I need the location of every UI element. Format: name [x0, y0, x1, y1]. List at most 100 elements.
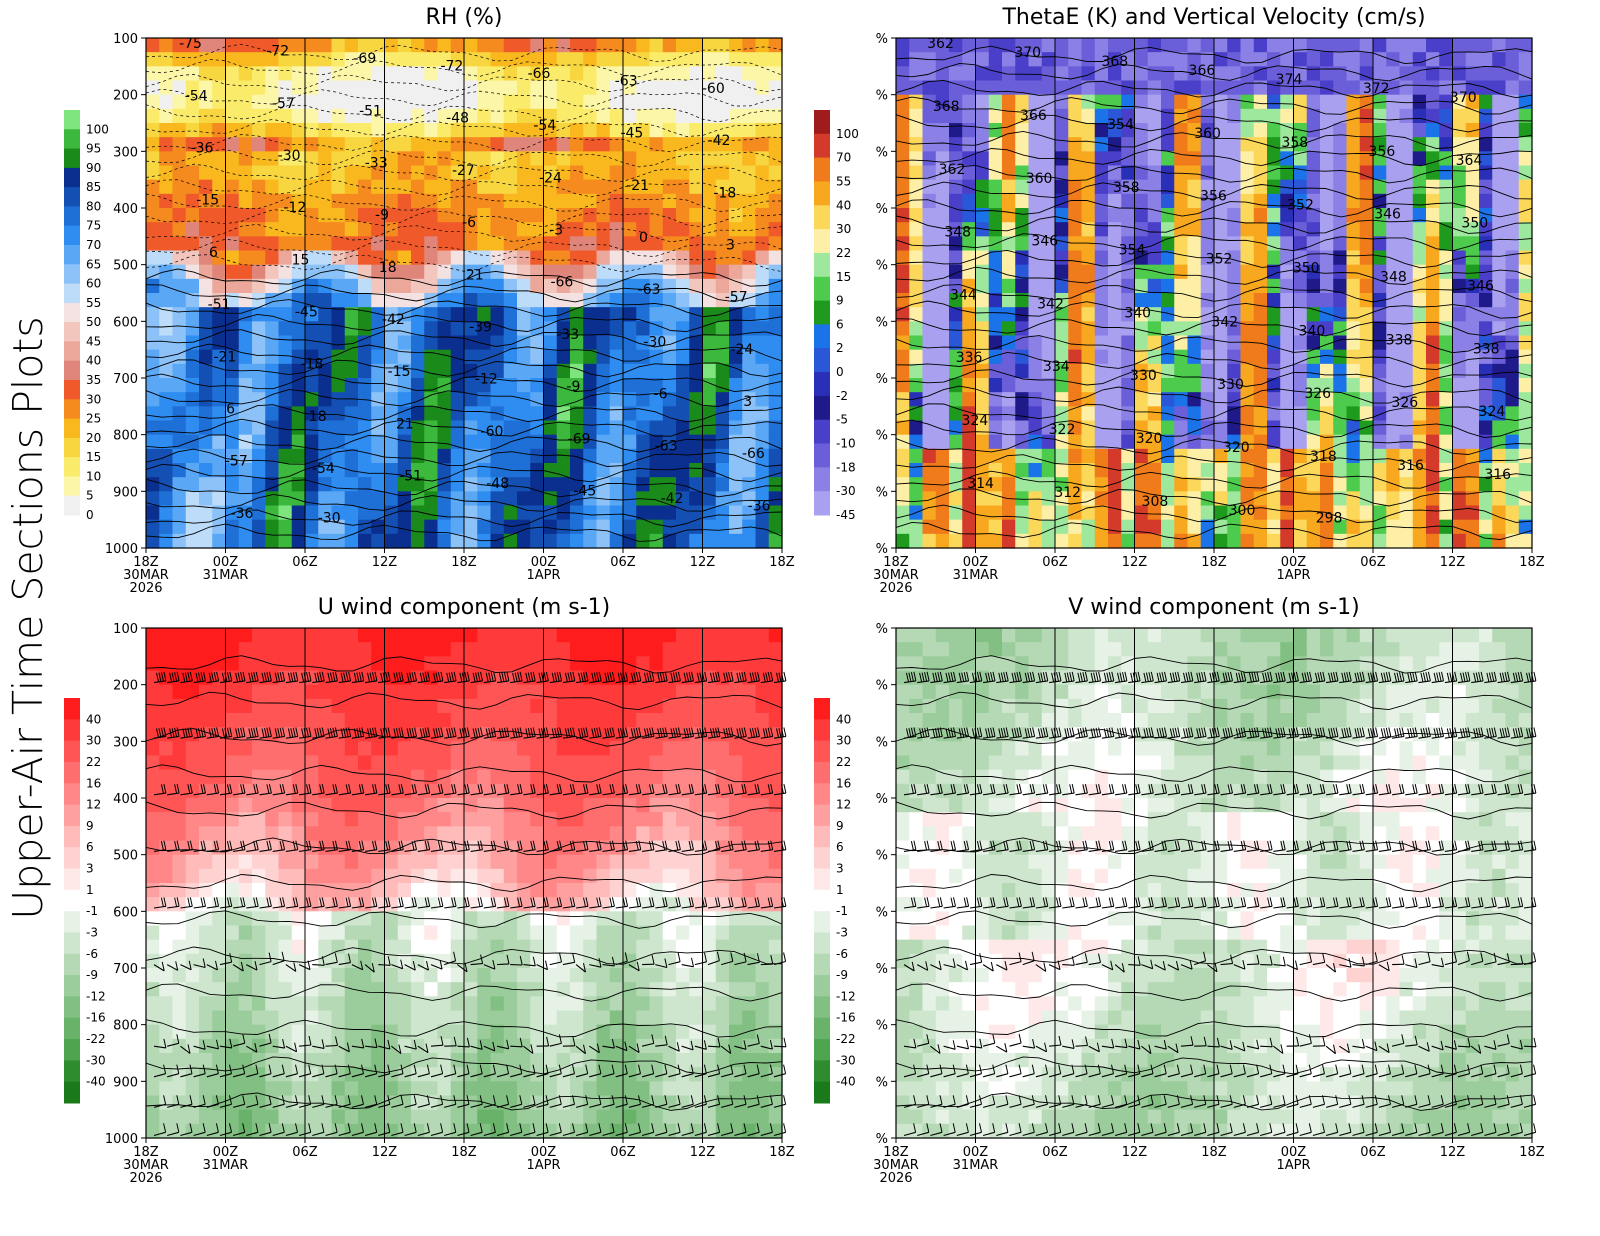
heatmap-cell	[1333, 193, 1348, 209]
heatmap-cell	[1320, 491, 1334, 507]
heatmap-cell	[949, 38, 963, 53]
heatmap-cell	[768, 420, 783, 436]
heatmap-cell	[384, 378, 399, 393]
heatmap-cell	[530, 406, 545, 422]
heatmap-cell	[1439, 80, 1454, 96]
heatmap-cell	[1505, 151, 1520, 167]
heatmap-cell	[570, 293, 584, 308]
heatmap-cell	[291, 349, 306, 365]
heatmap-cell	[238, 448, 253, 464]
colorbar-label: 70	[86, 238, 101, 252]
heatmap-cell	[702, 335, 717, 351]
heatmap-cell	[1267, 236, 1281, 252]
heatmap-cell	[450, 1123, 465, 1139]
heatmap-cell	[715, 94, 730, 110]
heatmap-cell	[1240, 448, 1255, 464]
heatmap-cell	[424, 826, 439, 842]
heatmap-cell	[503, 307, 518, 322]
heatmap-cell	[185, 868, 200, 884]
heatmap-cell	[437, 179, 452, 195]
heatmap-cell	[172, 812, 187, 827]
heatmap-cell	[225, 123, 240, 138]
heatmap-cell	[159, 52, 174, 67]
heatmap-cell	[464, 939, 478, 955]
heatmap-cell	[742, 392, 757, 407]
heatmap-cell	[1492, 52, 1507, 67]
heatmap-cell	[556, 755, 571, 771]
heatmap-cell	[371, 434, 386, 450]
heatmap-cell	[1240, 193, 1255, 209]
heatmap-cell	[358, 236, 372, 252]
heatmap-cell	[1293, 236, 1308, 252]
heatmap-cell	[503, 208, 518, 223]
heatmap-cell	[517, 179, 531, 195]
heatmap-cell	[1214, 477, 1228, 492]
heatmap-cell	[225, 953, 240, 969]
heatmap-cell	[397, 208, 412, 223]
heatmap-cell	[1200, 264, 1215, 280]
heatmap-cell	[1028, 321, 1043, 337]
heatmap-cell	[1518, 448, 1533, 464]
heatmap-cell	[371, 1010, 386, 1026]
heatmap-cell	[1108, 264, 1122, 280]
heatmap-cell	[1492, 363, 1507, 379]
heatmap-cell	[543, 151, 558, 167]
heatmap-cell	[742, 533, 757, 549]
colorbar-swatch	[64, 148, 80, 169]
heatmap-cell	[909, 264, 924, 280]
heatmap-cell	[146, 1123, 160, 1139]
heatmap-cell	[291, 222, 306, 237]
heatmap-cell	[1492, 137, 1507, 152]
heatmap-cell	[397, 378, 412, 393]
heatmap-cell	[424, 151, 439, 167]
heatmap-cell	[291, 519, 306, 535]
heatmap-cell	[490, 953, 505, 969]
heatmap-cell	[1439, 108, 1454, 124]
heatmap-cell	[1015, 236, 1030, 252]
heatmap-cell	[609, 151, 624, 167]
heatmap-cell	[962, 66, 977, 82]
heatmap-cell	[1386, 491, 1401, 507]
heatmap-cell	[159, 392, 174, 407]
heatmap-cell	[159, 80, 174, 96]
heatmap-cell	[212, 505, 227, 521]
heatmap-cell	[291, 1038, 306, 1054]
heatmap-cell	[305, 628, 319, 643]
heatmap-cell	[1465, 38, 1480, 53]
heatmap-cell	[146, 1038, 160, 1054]
heatmap-cell	[1134, 151, 1149, 167]
heatmap-cell	[1359, 505, 1374, 521]
heatmap-cell	[265, 293, 280, 308]
heatmap-cell	[265, 925, 280, 941]
contour-label: 21	[466, 267, 484, 283]
heatmap-cell	[503, 812, 518, 827]
heatmap-cell	[358, 897, 372, 912]
contour-label: -3	[549, 223, 563, 239]
contour-label: 330	[1217, 377, 1244, 393]
colorbar-swatch	[814, 157, 830, 182]
heatmap-cell	[1200, 533, 1215, 549]
heatmap-cell	[331, 420, 346, 436]
heatmap-cell	[543, 996, 558, 1012]
heatmap-cell	[1147, 165, 1162, 181]
y-tick-label: 300	[113, 145, 138, 160]
heatmap-cell	[1227, 519, 1242, 535]
heatmap-cell	[609, 66, 624, 82]
heatmap-cell	[199, 208, 213, 223]
heatmap-cell	[570, 363, 584, 379]
heatmap-cell	[464, 1053, 478, 1068]
heatmap-cell	[464, 335, 478, 351]
heatmap-cell	[212, 713, 227, 728]
heatmap-cell	[1479, 349, 1493, 365]
heatmap-cell	[962, 208, 977, 223]
heatmap-cell	[291, 406, 306, 422]
heatmap-cell	[556, 698, 571, 714]
heatmap-cell	[922, 321, 937, 337]
heatmap-cell	[1426, 533, 1440, 549]
heatmap-cell	[570, 684, 584, 700]
heatmap-cell	[768, 236, 783, 252]
heatmap-cell	[742, 363, 757, 379]
heatmap-cell	[1346, 52, 1361, 67]
heatmap-cell	[437, 491, 452, 507]
heatmap-cell	[490, 80, 505, 96]
